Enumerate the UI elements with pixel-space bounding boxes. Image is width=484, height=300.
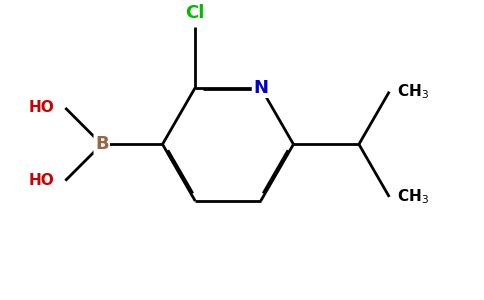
Text: HO: HO: [29, 100, 54, 116]
Text: B: B: [95, 135, 108, 153]
Text: CH$_3$: CH$_3$: [397, 188, 429, 206]
Text: N: N: [253, 79, 268, 97]
Text: CH$_3$: CH$_3$: [397, 82, 429, 101]
Text: HO: HO: [29, 173, 54, 188]
Text: Cl: Cl: [185, 4, 205, 22]
